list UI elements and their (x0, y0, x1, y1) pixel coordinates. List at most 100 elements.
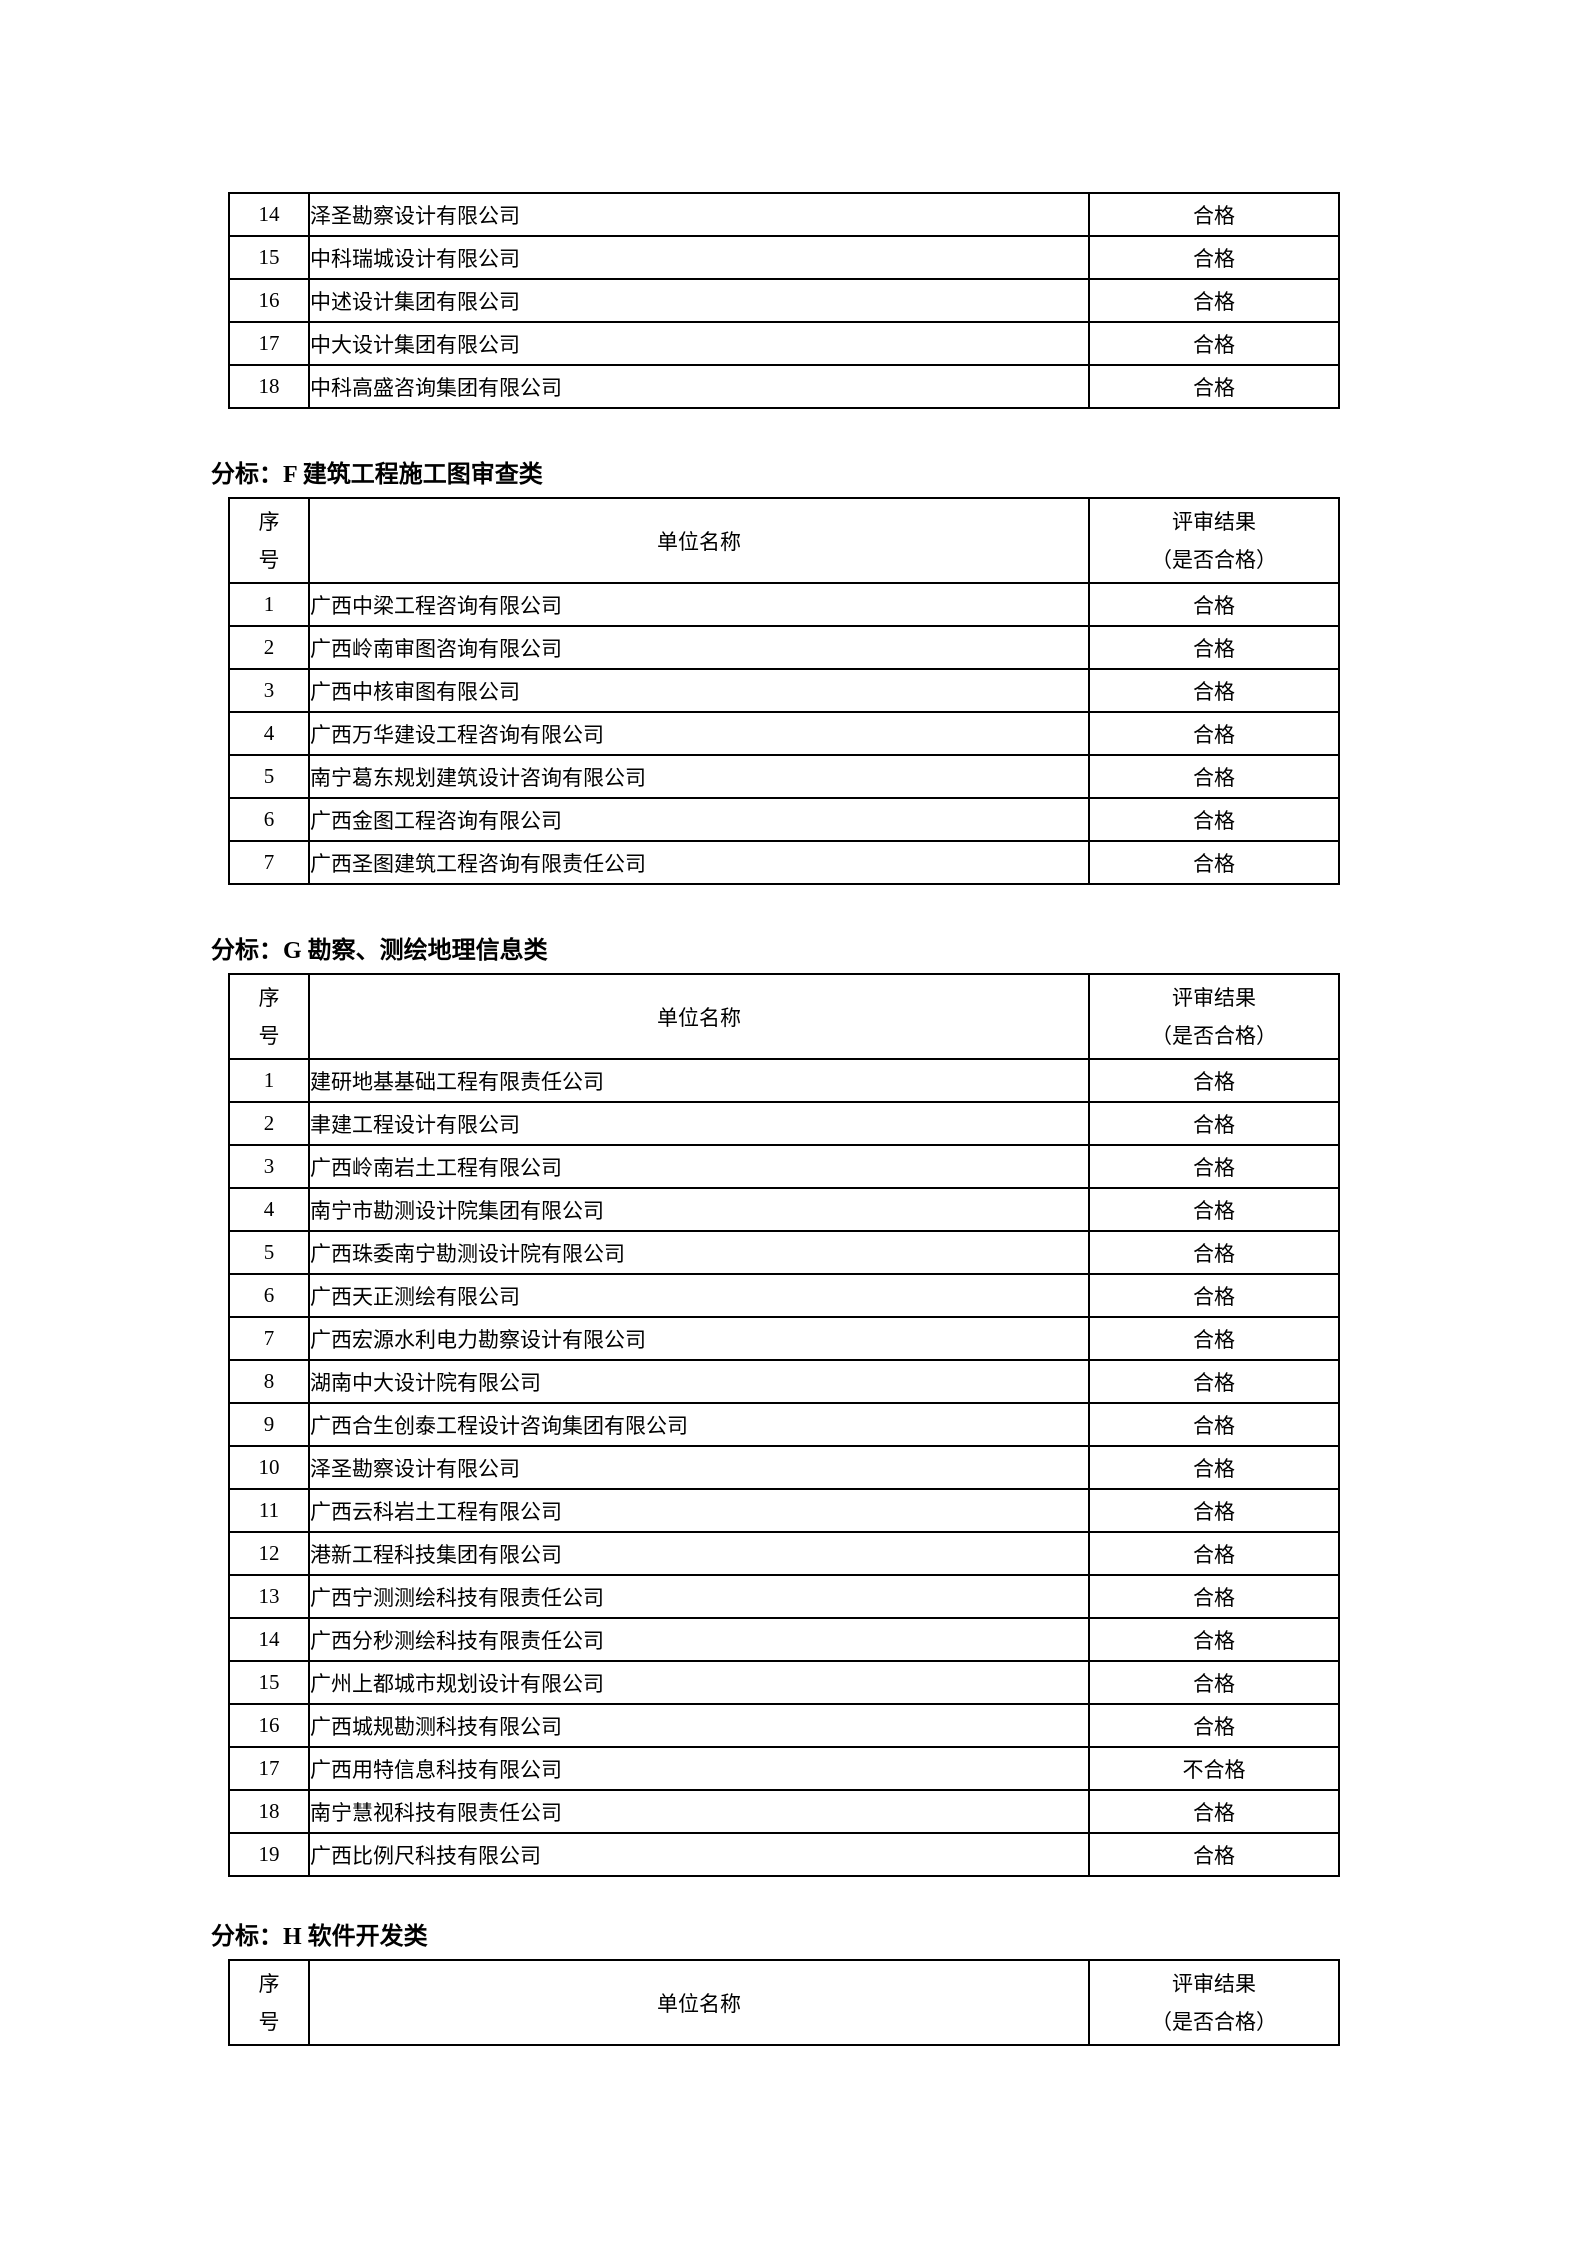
review-result-cell: 合格 (1088, 711, 1340, 756)
review-result-cell: 合格 (1088, 1058, 1340, 1103)
review-result-cell: 合格 (1088, 1402, 1340, 1447)
col-header-name: 单位名称 (308, 497, 1090, 584)
table-row: 5 南宁葛东规划建筑设计咨询有限公司 合格 (228, 754, 1340, 799)
table-row: 3 广西岭南岩土工程有限公司 合格 (228, 1144, 1340, 1189)
row-index-cell: 4 (228, 1187, 310, 1232)
company-name-cell: 建研地基基础工程有限责任公司 (308, 1058, 1090, 1103)
table-row: 16 中述设计集团有限公司 合格 (228, 278, 1340, 323)
review-result-cell: 合格 (1088, 754, 1340, 799)
table-row: 2 聿建工程设计有限公司 合格 (228, 1101, 1340, 1146)
table-row: 15 广州上都城市规划设计有限公司 合格 (228, 1660, 1340, 1705)
company-name-cell: 广西分秒测绘科技有限责任公司 (308, 1617, 1090, 1662)
review-result-cell: 合格 (1088, 1574, 1340, 1619)
company-name-cell: 中大设计集团有限公司 (308, 321, 1090, 366)
table-row: 1 建研地基基础工程有限责任公司 合格 (228, 1058, 1340, 1103)
review-result-cell: 合格 (1088, 668, 1340, 713)
review-result-cell: 合格 (1088, 235, 1340, 280)
col-header-name: 单位名称 (308, 973, 1090, 1060)
row-index-cell: 2 (228, 625, 310, 670)
review-table-f: 序 号 单位名称 评审结果 （是否合格） 1 广西中梁工程咨询有限公司 合格 2 广西岭… (228, 497, 1340, 885)
review-result-cell: 合格 (1088, 1703, 1340, 1748)
col-header-no: 序 号 (228, 1959, 310, 2046)
table-row: 14 广西分秒测绘科技有限责任公司 合格 (228, 1617, 1340, 1662)
company-name-cell: 中述设计集团有限公司 (308, 278, 1090, 323)
table-row: 5 广西珠委南宁勘测设计院有限公司 合格 (228, 1230, 1340, 1275)
col-header-result: 评审结果 （是否合格） (1088, 497, 1340, 584)
company-name-cell: 南宁葛东规划建筑设计咨询有限公司 (308, 754, 1090, 799)
review-result-cell: 合格 (1088, 1445, 1340, 1490)
table-row: 14 泽圣勘察设计有限公司 合格 (228, 192, 1340, 237)
col-header-no-line2: 号 (258, 1023, 280, 1048)
review-result-cell: 合格 (1088, 1617, 1340, 1662)
table-row: 9 广西合生创泰工程设计咨询集团有限公司 合格 (228, 1402, 1340, 1447)
table-row: 6 广西天正测绘有限公司 合格 (228, 1273, 1340, 1318)
col-header-result-line1: 评审结果 (1172, 1971, 1256, 1996)
company-name-cell: 中科高盛咨询集团有限公司 (308, 364, 1090, 409)
review-result-cell: 合格 (1088, 1832, 1340, 1877)
review-result-cell: 合格 (1088, 321, 1340, 366)
section-title-g: 分标：G 勘察、测绘地理信息类 (211, 938, 548, 964)
review-table-e-continued: 14 泽圣勘察设计有限公司 合格 15 中科瑞城设计有限公司 合格 16 中述设计集团有限公司… (228, 192, 1340, 409)
review-table-h: 序 号 单位名称 评审结果 （是否合格） (228, 1959, 1340, 2046)
company-name-cell: 广西圣图建筑工程咨询有限责任公司 (308, 840, 1090, 885)
row-index-cell: 5 (228, 754, 310, 799)
row-index-cell: 3 (228, 668, 310, 713)
company-name-cell: 港新工程科技集团有限公司 (308, 1531, 1090, 1576)
row-index-cell: 16 (228, 1703, 310, 1748)
row-index-cell: 6 (228, 1273, 310, 1318)
company-name-cell: 广西中核审图有限公司 (308, 668, 1090, 713)
table-row: 16 广西城规勘测科技有限公司 合格 (228, 1703, 1340, 1748)
table-row: 1 广西中梁工程咨询有限公司 合格 (228, 582, 1340, 627)
table-row: 15 中科瑞城设计有限公司 合格 (228, 235, 1340, 280)
row-index-cell: 13 (228, 1574, 310, 1619)
row-index-cell: 2 (228, 1101, 310, 1146)
col-header-no: 序 号 (228, 497, 310, 584)
col-header-result: 评审结果 （是否合格） (1088, 1959, 1340, 2046)
company-name-cell: 广西宏源水利电力勘察设计有限公司 (308, 1316, 1090, 1361)
review-result-cell: 合格 (1088, 797, 1340, 842)
table-row: 18 南宁慧视科技有限责任公司 合格 (228, 1789, 1340, 1834)
company-name-cell: 广西城规勘测科技有限公司 (308, 1703, 1090, 1748)
row-index-cell: 1 (228, 1058, 310, 1103)
company-name-cell: 广西岭南审图咨询有限公司 (308, 625, 1090, 670)
col-header-no-line1: 序 (258, 509, 280, 534)
review-result-cell: 合格 (1088, 1531, 1340, 1576)
row-index-cell: 7 (228, 840, 310, 885)
row-index-cell: 8 (228, 1359, 310, 1404)
company-name-cell: 广西金图工程咨询有限公司 (308, 797, 1090, 842)
section-title-h: 分标：H 软件开发类 (211, 1924, 428, 1950)
review-result-cell: 合格 (1088, 1488, 1340, 1533)
review-result-cell: 合格 (1088, 278, 1340, 323)
row-index-cell: 12 (228, 1531, 310, 1576)
company-name-cell: 泽圣勘察设计有限公司 (308, 1445, 1090, 1490)
table-row: 3 广西中核审图有限公司 合格 (228, 668, 1340, 713)
table-row: 4 南宁市勘测设计院集团有限公司 合格 (228, 1187, 1340, 1232)
row-index-cell: 10 (228, 1445, 310, 1490)
review-result-cell: 合格 (1088, 1359, 1340, 1404)
table-header-row: 序 号 单位名称 评审结果 （是否合格） (228, 497, 1340, 584)
review-result-cell: 合格 (1088, 1144, 1340, 1189)
table-row: 17 中大设计集团有限公司 合格 (228, 321, 1340, 366)
review-result-cell: 合格 (1088, 1789, 1340, 1834)
col-header-result-line2: （是否合格） (1151, 547, 1277, 572)
col-header-no-line1: 序 (258, 1971, 280, 1996)
row-index-cell: 1 (228, 582, 310, 627)
row-index-cell: 18 (228, 1789, 310, 1834)
company-name-cell: 广西珠委南宁勘测设计院有限公司 (308, 1230, 1090, 1275)
review-result-cell: 合格 (1088, 840, 1340, 885)
row-index-cell: 15 (228, 1660, 310, 1705)
company-name-cell: 广西宁测测绘科技有限责任公司 (308, 1574, 1090, 1619)
review-result-cell: 合格 (1088, 1316, 1340, 1361)
review-result-cell: 合格 (1088, 1101, 1340, 1146)
review-table-g: 序 号 单位名称 评审结果 （是否合格） 1 建研地基基础工程有限责任公司 合格 2 聿… (228, 973, 1340, 1877)
section-title-f: 分标：F 建筑工程施工图审查类 (211, 462, 543, 488)
company-name-cell: 聿建工程设计有限公司 (308, 1101, 1090, 1146)
table-header-row: 序 号 单位名称 评审结果 （是否合格） (228, 1959, 1340, 2046)
row-index-cell: 14 (228, 1617, 310, 1662)
table-row: 17 广西用特信息科技有限公司 不合格 (228, 1746, 1340, 1791)
company-name-cell: 广西万华建设工程咨询有限公司 (308, 711, 1090, 756)
table-row: 4 广西万华建设工程咨询有限公司 合格 (228, 711, 1340, 756)
row-index-cell: 18 (228, 364, 310, 409)
table-row: 7 广西圣图建筑工程咨询有限责任公司 合格 (228, 840, 1340, 885)
row-index-cell: 3 (228, 1144, 310, 1189)
